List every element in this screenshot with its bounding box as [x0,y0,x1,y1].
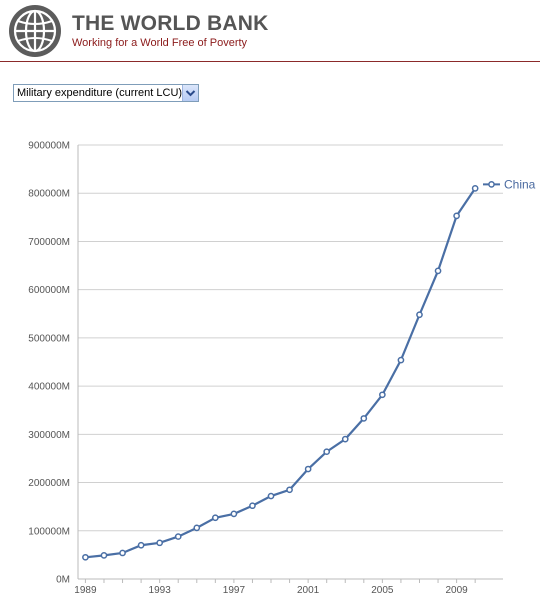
dropdown-button[interactable] [182,85,198,101]
x-tick-label: 1997 [223,585,246,596]
data-point [100,552,108,559]
y-tick-label: 400000M [28,382,70,393]
header-divider [0,61,540,62]
data-point [119,549,126,557]
y-tick-label: 300000M [28,430,70,441]
series-line-china [85,187,477,559]
military-expenditure-chart: 0M 100000M 200000M 300000M 400000M 500000M 600… [28,141,536,597]
x-tick-label: 2009 [445,585,468,596]
legend-marker [488,181,495,188]
data-point [341,435,349,443]
data-point [286,486,293,494]
chevron-down-icon [185,90,196,97]
y-tick-label: 900000M [28,141,70,152]
site-header: THE WORLD BANK Working for a World Free … [0,0,540,62]
y-tick-label: 0M [56,575,70,586]
brand-title[interactable]: THE WORLD BANK [72,12,269,35]
data-point [453,212,460,220]
data-point [416,311,423,319]
y-tick-label: 600000M [28,285,70,296]
data-point [174,533,182,540]
data-point [137,541,145,549]
indicator-select-value: Military expenditure (current LCU) [17,87,183,99]
y-tick-label: 800000M [28,189,70,200]
y-tick-label: 200000M [28,478,70,489]
data-point [304,465,312,473]
indicator-select[interactable]: Military expenditure (current LCU) [13,84,199,102]
y-tick-label: 700000M [28,237,70,248]
data-point [379,391,386,399]
data-point [249,502,256,510]
data-point [360,415,368,422]
data-point [193,524,201,532]
x-tick-label: 1989 [74,585,97,596]
x-tick-label: 2001 [297,585,320,596]
data-point [156,539,164,547]
x-tick-label: 2005 [371,585,394,596]
data-point [471,185,479,192]
y-tick-label: 500000M [28,333,70,344]
brand-tagline: Working for a World Free of Poverty [72,37,248,49]
x-tick-label: 1993 [149,585,172,596]
data-point [397,356,405,364]
data-point [211,514,219,522]
legend-label: China [504,177,536,191]
data-point [267,492,275,500]
data-point [434,267,442,275]
globe-icon[interactable] [8,4,62,58]
y-tick-label: 100000M [28,526,70,537]
data-point [82,553,89,561]
data-point [323,448,331,456]
data-point [230,510,238,518]
